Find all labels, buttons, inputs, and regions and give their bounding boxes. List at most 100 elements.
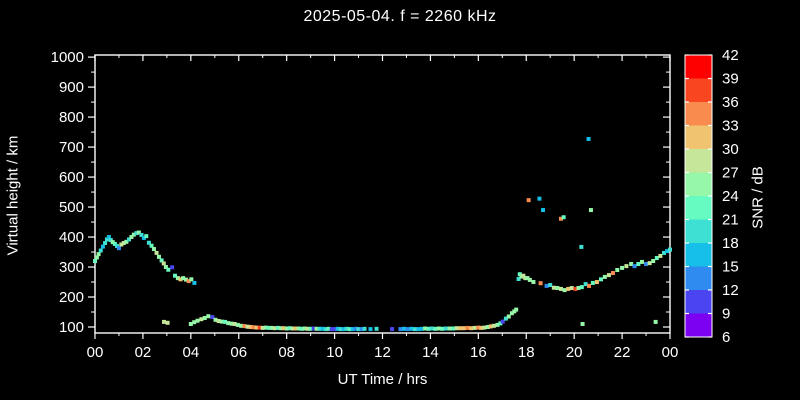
data-point: [347, 327, 352, 332]
data-point: [344, 326, 349, 331]
data-point: [514, 307, 519, 312]
colorbar-tick-label: 42: [722, 47, 739, 64]
chart-title: 2025-05-04. f = 2260 kHz: [303, 8, 497, 25]
data-point: [586, 136, 591, 141]
data-point: [668, 247, 672, 252]
x-axis-title: UT Time / hrs: [337, 371, 428, 388]
data-point: [429, 326, 434, 331]
data-point: [210, 315, 215, 320]
data-point: [451, 326, 456, 331]
data-point: [583, 282, 588, 287]
data-point: [548, 283, 553, 288]
data-point: [245, 324, 250, 329]
data-point: [149, 243, 154, 248]
data-point: [436, 326, 441, 331]
colorbar-segment: [685, 196, 712, 220]
data-point: [226, 321, 231, 326]
data-point: [447, 326, 452, 331]
colorbar-tick-label: 24: [722, 188, 739, 205]
data-point: [472, 325, 477, 330]
data-point: [202, 316, 207, 321]
data-point: [653, 319, 658, 324]
data-point: [173, 273, 178, 278]
data-point: [368, 327, 373, 332]
y-tick-label: 700: [59, 139, 84, 156]
data-point: [329, 327, 334, 332]
colorbar-tick-label: 27: [722, 165, 739, 182]
data-point: [412, 327, 417, 332]
y-tick-label: 600: [59, 169, 84, 186]
colorbar-tick-label: 30: [722, 141, 739, 158]
x-tick-label: 00: [87, 344, 104, 361]
data-point: [527, 277, 532, 282]
data-point: [127, 237, 132, 242]
data-point: [350, 327, 355, 332]
data-point: [257, 325, 262, 330]
data-point: [632, 264, 637, 269]
data-point: [517, 272, 522, 277]
data-point: [479, 325, 484, 330]
colorbar-tick-label: 6: [722, 329, 730, 346]
data-point: [523, 276, 528, 281]
data-point: [420, 326, 425, 331]
data-point: [116, 246, 121, 251]
x-tick-label: 14: [422, 344, 439, 361]
data-point: [213, 317, 218, 322]
data-point: [181, 276, 186, 281]
x-tick-label: 22: [614, 344, 631, 361]
data-point: [305, 326, 310, 331]
x-tick-label: 18: [518, 344, 535, 361]
data-point: [284, 326, 289, 331]
data-point: [658, 253, 663, 258]
data-point: [124, 239, 129, 244]
x-tick-label: 20: [566, 344, 583, 361]
colorbar-tick-label: 9: [722, 306, 730, 323]
data-point: [509, 311, 514, 316]
data-point: [216, 319, 221, 324]
data-point: [195, 318, 200, 323]
colorbar-segment: [685, 266, 712, 291]
data-point: [409, 326, 414, 331]
data-point: [579, 244, 584, 249]
y-tick-label: 400: [59, 229, 84, 246]
colorbar-segment: [685, 55, 712, 79]
data-point: [590, 280, 595, 285]
data-point: [151, 247, 156, 252]
data-point: [624, 264, 629, 269]
data-point: [311, 326, 316, 331]
data-point: [308, 326, 313, 331]
data-point: [531, 280, 536, 285]
data-point: [526, 198, 531, 203]
data-point: [651, 259, 656, 264]
data-point: [108, 238, 113, 243]
data-point: [647, 261, 652, 266]
y-tick-label: 800: [59, 109, 84, 126]
colorbar-tick-label: 21: [722, 212, 739, 229]
data-point: [104, 237, 109, 242]
x-tick-label: 00: [662, 344, 679, 361]
data-point: [163, 265, 168, 270]
data-point: [100, 244, 105, 249]
data-point: [606, 273, 611, 278]
data-point: [579, 285, 584, 290]
data-point: [458, 326, 463, 331]
data-point: [266, 325, 271, 330]
colorbar-tick-label: 18: [722, 235, 739, 252]
data-point: [154, 250, 159, 255]
data-point: [251, 325, 256, 330]
x-tick-label: 16: [470, 344, 487, 361]
data-point: [235, 322, 240, 327]
data-point: [139, 232, 144, 237]
data-point: [134, 231, 139, 236]
data-point: [317, 326, 322, 331]
data-point: [615, 268, 620, 273]
data-point: [96, 252, 101, 257]
data-point: [465, 325, 470, 330]
data-point: [644, 262, 649, 267]
data-point: [146, 240, 151, 245]
data-point: [488, 324, 493, 329]
data-point: [353, 326, 358, 331]
data-point: [405, 327, 410, 332]
data-point: [332, 327, 337, 332]
colorbar-segment: [685, 219, 712, 244]
